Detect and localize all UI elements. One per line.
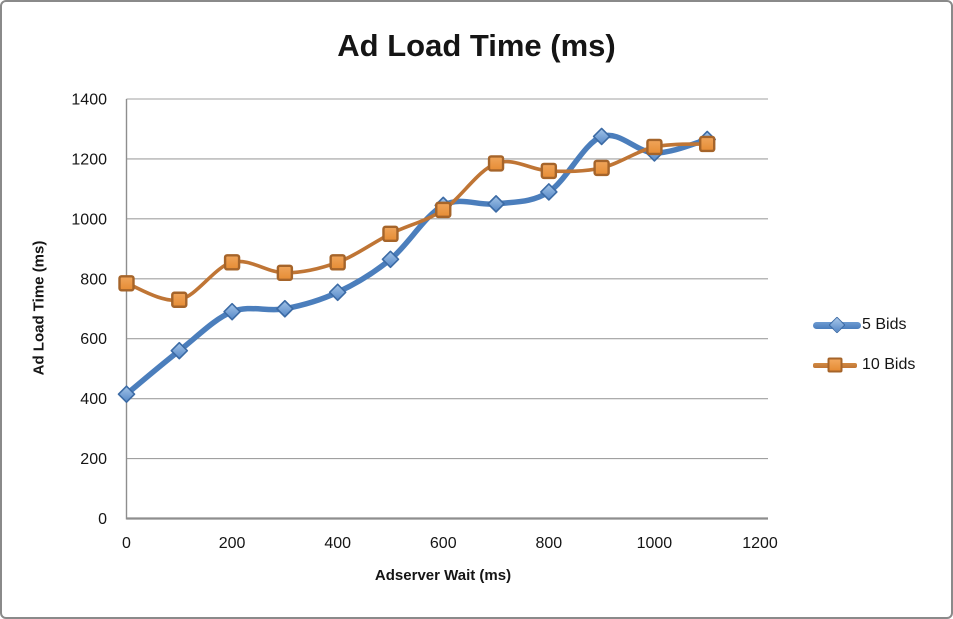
data-point-5-bids[interactable] [117, 385, 136, 403]
x-tick-label: 800 [535, 535, 562, 552]
y-axis-title: Ad Load Time (ms) [30, 240, 48, 376]
y-tick-label: 200 [80, 451, 107, 468]
data-point-5-bids[interactable] [592, 127, 611, 146]
data-point-10-bids[interactable] [118, 275, 135, 292]
y-tick-label: 1400 [71, 92, 107, 109]
y-tick-label: 1200 [71, 151, 107, 168]
data-point-10-bids[interactable] [382, 225, 399, 243]
data-point-10-bids[interactable] [223, 254, 241, 271]
data-point-5-bids[interactable] [328, 283, 347, 302]
data-point-5-bids[interactable] [487, 195, 505, 213]
data-point-10-bids[interactable] [487, 155, 505, 172]
data-point-10-bids[interactable] [276, 264, 294, 281]
x-tick-label: 400 [324, 535, 351, 552]
x-tick-label: 0 [122, 535, 131, 552]
square-marker-icon [827, 357, 843, 373]
data-point-10-bids[interactable] [171, 291, 188, 308]
10-bids-line-swatch [813, 357, 857, 373]
x-axis-title: Adserver Wait (ms) [374, 567, 512, 584]
5-bids-line-swatch [813, 316, 861, 334]
y-tick-label: 800 [80, 271, 107, 288]
y-tick-label: 600 [80, 331, 107, 348]
chart-title: Ad Load Time (ms) [337, 28, 616, 63]
data-point-5-bids[interactable] [540, 183, 558, 201]
x-tick-label: 1000 [637, 535, 673, 552]
y-tick-label: 400 [80, 391, 107, 408]
x-tick-label: 600 [430, 535, 457, 552]
data-point-10-bids[interactable] [593, 159, 610, 177]
x-tick-label: 1200 [742, 535, 778, 552]
y-tick-label: 1000 [71, 211, 107, 228]
legend-label: 10 Bids [862, 356, 916, 373]
data-point-10-bids[interactable] [540, 162, 558, 180]
legend: 5 Bids 10 Bids [813, 313, 915, 393]
data-point-5-bids[interactable] [170, 341, 189, 360]
series-line-10-bids[interactable] [124, 142, 709, 303]
data-point-10-bids[interactable] [699, 135, 716, 153]
diamond-marker-icon [828, 316, 846, 334]
data-point-10-bids[interactable] [329, 254, 346, 271]
series-line-5-bids[interactable] [123, 132, 710, 397]
legend-item-10-bids[interactable]: 10 Bids [813, 353, 915, 377]
data-point-5-bids[interactable] [276, 299, 294, 318]
data-point-10-bids[interactable] [646, 138, 663, 156]
data-point-5-bids[interactable] [381, 250, 400, 269]
data-point-5-bids[interactable] [223, 302, 241, 321]
legend-item-5-bids[interactable]: 5 Bids [813, 313, 915, 337]
y-tick-label: 0 [98, 511, 107, 528]
x-tick-label: 200 [219, 535, 246, 552]
data-point-10-bids[interactable] [435, 201, 452, 219]
legend-label: 5 Bids [862, 316, 907, 333]
